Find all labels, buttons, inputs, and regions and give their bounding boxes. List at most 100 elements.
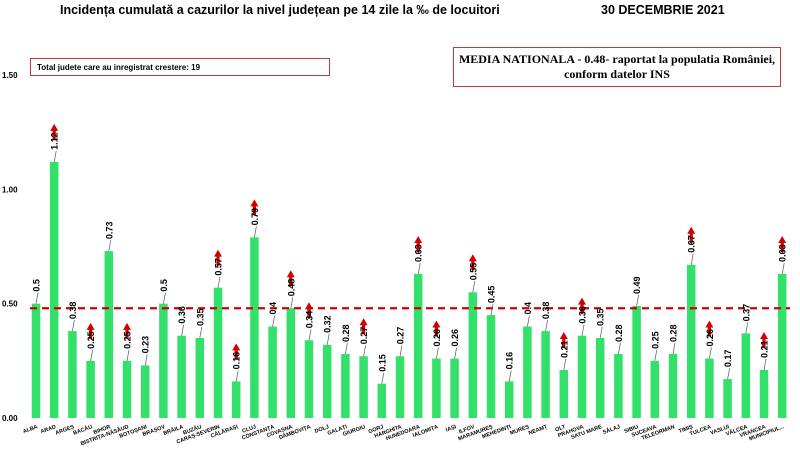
value-leader-line bbox=[90, 349, 93, 361]
bar bbox=[322, 344, 332, 418]
increase-arrow-icon bbox=[578, 297, 586, 314]
increase-arrow-icon bbox=[705, 320, 714, 337]
value-label: 0.57 bbox=[214, 258, 224, 276]
increase-arrow-icon bbox=[359, 318, 368, 335]
value-label: 0.5 bbox=[32, 279, 42, 292]
bar bbox=[140, 365, 150, 418]
bar bbox=[195, 337, 205, 418]
bar bbox=[668, 353, 678, 418]
value-label: 0.21 bbox=[760, 340, 770, 358]
x-tick-label: NEAMȚ bbox=[528, 424, 549, 437]
value-label: 0.4 bbox=[268, 302, 278, 315]
bar bbox=[359, 356, 368, 418]
value-label: 0.26 bbox=[705, 329, 715, 347]
bar bbox=[177, 335, 186, 418]
x-tick-label: ARAD bbox=[40, 424, 57, 435]
value-leader-line bbox=[690, 253, 694, 265]
value-label: 1.12 bbox=[50, 132, 60, 150]
value-label: 0.48 bbox=[286, 279, 296, 297]
value-leader-line bbox=[181, 324, 184, 336]
value-leader-line bbox=[490, 304, 494, 316]
y-tick-label: 1.50 bbox=[2, 71, 18, 80]
bar bbox=[504, 381, 514, 418]
value-leader-line bbox=[108, 240, 112, 252]
value-label: 0.63 bbox=[778, 244, 788, 262]
bar bbox=[377, 383, 387, 418]
value-label: 0.28 bbox=[614, 324, 624, 342]
value-label: 0.27 bbox=[359, 327, 369, 345]
value-leader-line bbox=[326, 333, 330, 345]
x-tick-label: SIBIU bbox=[623, 424, 639, 435]
bar bbox=[413, 273, 423, 418]
x-tick-label: TIMIȘ bbox=[678, 424, 694, 435]
bar bbox=[523, 326, 532, 418]
bar bbox=[632, 305, 641, 418]
value-leader-line bbox=[508, 370, 512, 382]
value-leader-line bbox=[254, 226, 257, 238]
increase-arrow-icon bbox=[250, 199, 259, 216]
value-leader-line bbox=[217, 276, 221, 288]
value-leader-line bbox=[636, 294, 639, 307]
value-leader-line bbox=[436, 347, 439, 359]
value-leader-line bbox=[290, 297, 294, 309]
value-label: 0.25 bbox=[86, 331, 96, 349]
x-tick-label: GORJ bbox=[368, 424, 385, 435]
value-label: 0.16 bbox=[232, 352, 242, 370]
value-leader-line bbox=[399, 345, 403, 357]
x-tick-label: BIHOR bbox=[93, 424, 112, 436]
increase-arrow-icon bbox=[559, 331, 568, 348]
bar bbox=[432, 358, 441, 418]
x-tick-label: DOLJ bbox=[314, 424, 330, 435]
increase-arrow-icon bbox=[432, 320, 441, 337]
value-leader-line bbox=[417, 262, 421, 275]
bar bbox=[104, 251, 114, 418]
value-label: 0.36 bbox=[177, 306, 187, 324]
value-leader-line bbox=[618, 342, 621, 355]
value-label: 0.28 bbox=[341, 324, 351, 342]
value-leader-line bbox=[53, 150, 57, 162]
increase-arrow-icon bbox=[468, 254, 477, 271]
value-label: 0.16 bbox=[505, 352, 515, 370]
value-labels: 0.5 1.12 0.38 0.25 0.73 0.25 0.23 0.5 0.36 0.35 0.… bbox=[32, 132, 788, 384]
bar bbox=[49, 161, 59, 419]
bar bbox=[777, 273, 787, 418]
value-label: 0.21 bbox=[559, 340, 569, 358]
value-label: 0.36 bbox=[578, 306, 588, 324]
value-leader-line bbox=[308, 329, 312, 341]
bar bbox=[450, 358, 459, 418]
value-leader-line bbox=[545, 320, 548, 332]
value-label: 0.63 bbox=[414, 244, 424, 262]
value-leader-line bbox=[745, 322, 749, 334]
bar bbox=[304, 340, 314, 418]
value-label: 0.4 bbox=[523, 302, 533, 315]
bar bbox=[395, 356, 405, 418]
y-tick-label: 0.50 bbox=[2, 300, 18, 309]
value-label: 0.26 bbox=[450, 329, 460, 347]
bar bbox=[159, 303, 168, 418]
value-leader-line bbox=[144, 354, 148, 366]
value-leader-line bbox=[672, 342, 676, 355]
increase-arrow-icon bbox=[778, 235, 787, 252]
bar bbox=[268, 326, 277, 418]
value-label: 0.35 bbox=[195, 308, 205, 326]
national-average-line1: MEDIA NATIONALA - 0.48- raportat la popu… bbox=[458, 52, 776, 66]
value-label: 0.37 bbox=[741, 304, 751, 322]
increase-arrow-icon bbox=[50, 123, 59, 140]
bar bbox=[686, 264, 696, 418]
bar bbox=[614, 353, 623, 418]
value-leader-line bbox=[163, 292, 166, 304]
bars-group bbox=[31, 161, 787, 419]
x-tick-label: ILFOV bbox=[458, 424, 476, 435]
chart-title: Incidența cumulată a cazurilor la nivel … bbox=[60, 3, 500, 17]
value-label: 0.25 bbox=[650, 331, 660, 349]
y-tick-label: 1.00 bbox=[2, 185, 18, 194]
value-leader-line bbox=[454, 347, 457, 359]
x-tick-label: ALBA bbox=[22, 424, 38, 435]
x-tick-label: CLUJ bbox=[242, 424, 258, 435]
bar bbox=[31, 303, 41, 418]
increase-arrow-icon bbox=[214, 249, 222, 266]
value-label: 0.55 bbox=[468, 263, 478, 281]
x-tick-label: SĂLAJ bbox=[602, 423, 621, 436]
increase-arrow-icon bbox=[414, 235, 423, 252]
